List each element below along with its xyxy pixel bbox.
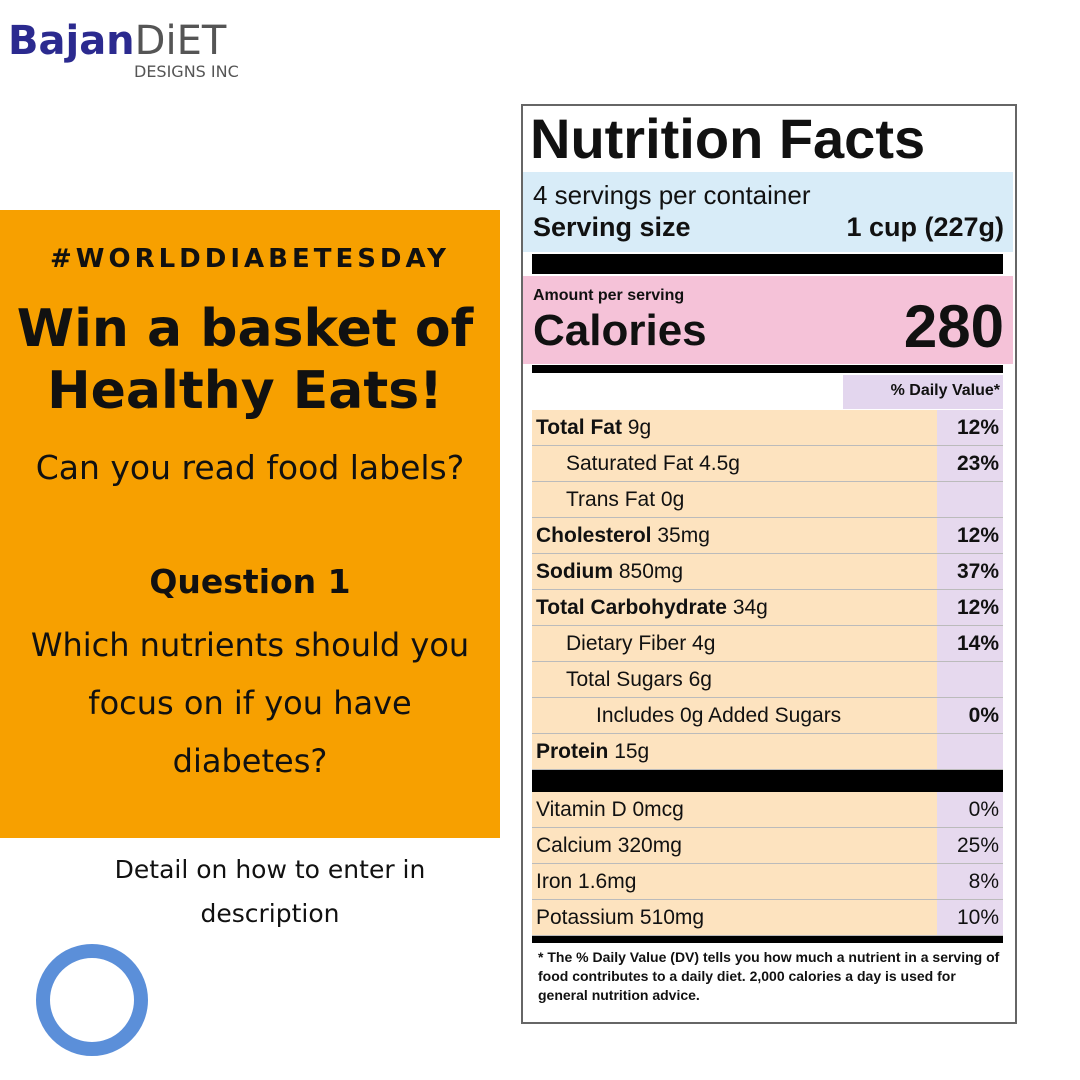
daily-value: 12% (956, 416, 999, 439)
nutrient-amount: 4g (692, 632, 716, 655)
logo-name: Bajan (8, 18, 135, 64)
nutrient-name: Calcium (536, 834, 612, 857)
nutrient-name: Cholesterol (536, 524, 652, 547)
nutrient-amount: 510mg (639, 906, 705, 929)
nutrient-name: Potassium (536, 906, 635, 929)
nutrient-row: Trans Fat 0g (532, 482, 1003, 518)
footnote: * The % Daily Value (DV) tells you how m… (538, 949, 1000, 1003)
daily-value: 12% (956, 524, 999, 547)
daily-value: 23% (956, 452, 999, 475)
daily-value: 0% (968, 798, 999, 821)
nutrient-name: Total Sugars (566, 668, 683, 691)
detail: Detail on how to enter in description (114, 855, 426, 928)
thick-rule (532, 254, 1003, 274)
nutrient-name: Trans Fat (566, 488, 656, 511)
calories-value: 280 (903, 293, 1004, 360)
nutrient-name: Dietary Fiber (566, 632, 687, 655)
nutrient-row: Cholesterol 35mg 12% (532, 518, 1003, 554)
amount-per-serving: Amount per serving (533, 287, 685, 304)
nutrient-name: Sodium (536, 560, 613, 583)
daily-value: 8% (968, 870, 999, 893)
dv-header-bg (843, 375, 1003, 409)
headline: Win a basket of Healthy Eats! (16, 299, 474, 421)
nutrient-amount: 0mcg (632, 798, 684, 821)
servings: 4 servings per container (533, 180, 811, 210)
nutrient-bg (532, 410, 1003, 770)
nutrient-name: Includes 0g Added Sugars (596, 704, 842, 727)
nutrient-name: Saturated Fat (566, 452, 694, 475)
daily-value: 0% (968, 704, 999, 727)
nutrient-name: Total Fat (536, 416, 622, 439)
nutrient-row: Total Carbohydrate 34g 12% (532, 590, 1003, 626)
nutrient-amount: 34g (732, 596, 768, 619)
nutrient-row: Includes 0g Added Sugars 0% (532, 698, 1003, 734)
promo-box (0, 210, 500, 838)
nutrient-row: Iron 1.6mg 8% (532, 864, 1003, 900)
daily-value: 12% (956, 596, 999, 619)
serving-size-label: Serving size (533, 212, 691, 242)
nutrient-name: Vitamin D (536, 798, 627, 821)
serving-band (523, 172, 1013, 252)
calories-band (523, 276, 1013, 364)
logo-sub: DESIGNS INC (134, 62, 239, 81)
nutrient-amount: 1.6mg (578, 870, 637, 893)
question-title: Question 1 (149, 562, 351, 601)
question-text: Which nutrients should you focus on if y… (30, 626, 470, 780)
calories-label: Calories (533, 306, 707, 355)
thick-rule (532, 770, 1003, 792)
nutrient-name: Iron (536, 870, 573, 893)
nutrient-row: Dietary Fiber 4g 14% (532, 626, 1003, 662)
nutrient-amount: 6g (688, 668, 712, 691)
daily-value: 25% (956, 834, 999, 857)
nutrient-row: Potassium 510mg 10% (532, 900, 1003, 936)
daily-value: 37% (956, 560, 999, 583)
nutrient-name: Protein (536, 740, 609, 763)
nutrient-row: Vitamin D 0mcg 0% (532, 792, 1003, 828)
label-title: Nutrition Facts (530, 107, 926, 170)
logo: BajanDiET (8, 18, 226, 64)
nutrient-amount: 35mg (657, 524, 710, 547)
rule (532, 365, 1003, 373)
nutrient-amount: 850mg (618, 560, 684, 583)
nutrient-name: Total Carbohydrate (536, 596, 727, 619)
nutrient-amount: 0g (660, 488, 685, 511)
nutrient-amount: 9g (627, 416, 652, 439)
circle-icon (36, 944, 148, 1056)
nutrient-amount: 15g (614, 740, 650, 763)
nutrient-row: Protein 15g (532, 734, 1003, 770)
nutrient-amount: 320mg (617, 834, 682, 857)
nutrient-row: Calcium 320mg 25% (532, 828, 1003, 864)
daily-value: 10% (956, 906, 999, 929)
rule (532, 935, 1003, 943)
serving-size-value: 1 cup (227g) (846, 212, 1004, 242)
nutrient-row: Total Sugars 6g (532, 662, 1003, 698)
dv-column (937, 410, 1003, 770)
label-frame (521, 104, 1017, 1024)
nutrient-row: Sodium 850mg 37% (532, 554, 1003, 590)
daily-value: 14% (956, 632, 999, 655)
dv-header: % Daily Value* (890, 382, 1000, 399)
nutrient-amount: 4.5g (699, 452, 740, 475)
nutrient-row: Saturated Fat 4.5g 23% (532, 446, 1003, 482)
logo-name2: DiET (134, 18, 227, 64)
hashtag: #WORLDDIABETESDAY (50, 244, 450, 274)
intro: Can you read food labels? (35, 448, 465, 487)
nutrient-row: Total Fat 9g 12% (532, 410, 1003, 446)
